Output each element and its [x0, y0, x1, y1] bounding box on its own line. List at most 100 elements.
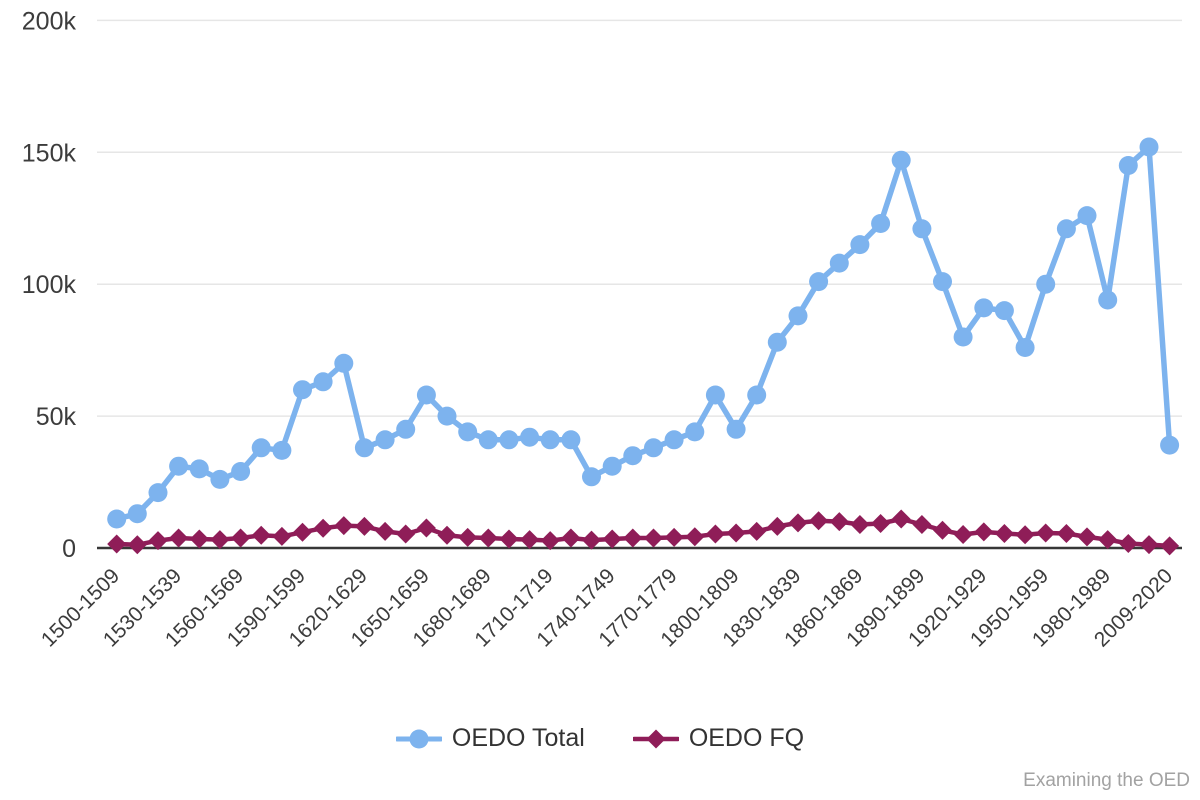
data-point-diamond[interactable]	[767, 516, 787, 536]
data-point-circle[interactable]	[520, 427, 540, 447]
data-point-diamond[interactable]	[107, 534, 127, 554]
data-point-diamond[interactable]	[396, 524, 416, 544]
data-point-diamond[interactable]	[664, 527, 684, 547]
data-point-circle[interactable]	[210, 469, 230, 489]
data-point-diamond[interactable]	[561, 528, 581, 548]
data-point-diamond[interactable]	[520, 530, 540, 550]
data-point-diamond[interactable]	[912, 515, 932, 534]
data-point-circle[interactable]	[334, 353, 354, 373]
data-point-circle[interactable]	[767, 332, 787, 352]
data-point-circle[interactable]	[561, 430, 581, 450]
data-point-circle[interactable]	[499, 430, 519, 450]
data-point-diamond[interactable]	[891, 509, 911, 529]
data-point-diamond[interactable]	[726, 523, 746, 543]
data-point-circle[interactable]	[1077, 206, 1097, 226]
data-point-diamond[interactable]	[705, 524, 725, 544]
data-point-circle[interactable]	[994, 301, 1014, 321]
data-point-circle[interactable]	[891, 150, 911, 170]
data-point-circle[interactable]	[107, 509, 127, 529]
data-point-circle[interactable]	[478, 430, 498, 450]
data-point-circle[interactable]	[396, 419, 416, 439]
data-point-diamond[interactable]	[148, 531, 168, 551]
data-point-circle[interactable]	[1056, 219, 1076, 239]
data-point-circle[interactable]	[685, 422, 705, 442]
data-point-diamond[interactable]	[437, 525, 457, 545]
data-point-diamond[interactable]	[458, 527, 478, 547]
data-point-diamond[interactable]	[354, 516, 374, 536]
data-point-circle[interactable]	[354, 438, 374, 458]
data-point-circle[interactable]	[231, 462, 251, 481]
data-point-circle[interactable]	[871, 214, 891, 233]
data-point-circle[interactable]	[788, 306, 808, 326]
data-point-diamond[interactable]	[189, 529, 209, 549]
data-point-circle[interactable]	[251, 438, 271, 458]
data-point-diamond[interactable]	[809, 511, 829, 531]
data-point-circle[interactable]	[1015, 338, 1035, 357]
data-point-diamond[interactable]	[375, 521, 395, 541]
data-point-circle[interactable]	[169, 456, 189, 476]
data-point-circle[interactable]	[829, 253, 849, 273]
data-point-diamond[interactable]	[829, 512, 849, 532]
data-point-diamond[interactable]	[953, 525, 973, 544]
data-point-diamond[interactable]	[499, 529, 519, 549]
data-point-circle[interactable]	[458, 422, 478, 442]
data-point-diamond[interactable]	[1015, 525, 1035, 545]
data-point-circle[interactable]	[809, 272, 829, 292]
legend-item-oedo-fq[interactable]: OEDO FQ	[632, 724, 804, 753]
data-point-diamond[interactable]	[540, 531, 560, 551]
data-point-circle[interactable]	[1036, 274, 1056, 294]
data-point-diamond[interactable]	[994, 524, 1014, 543]
data-point-circle[interactable]	[850, 235, 870, 255]
data-point-diamond[interactable]	[416, 518, 436, 538]
data-point-diamond[interactable]	[1036, 523, 1056, 543]
data-point-circle[interactable]	[127, 504, 147, 524]
data-point-circle[interactable]	[953, 327, 973, 347]
data-point-circle[interactable]	[933, 272, 952, 292]
data-point-circle[interactable]	[272, 440, 292, 460]
data-point-circle[interactable]	[293, 380, 312, 400]
data-point-diamond[interactable]	[1118, 534, 1138, 553]
data-point-diamond[interactable]	[788, 513, 808, 533]
data-point-diamond[interactable]	[1098, 530, 1118, 550]
data-point-circle[interactable]	[974, 298, 994, 318]
data-point-diamond[interactable]	[685, 527, 705, 547]
data-point-circle[interactable]	[623, 446, 643, 466]
data-point-diamond[interactable]	[747, 521, 767, 541]
data-point-diamond[interactable]	[231, 528, 251, 548]
data-point-circle[interactable]	[1118, 156, 1138, 175]
data-point-circle[interactable]	[148, 483, 168, 503]
data-point-diamond[interactable]	[582, 530, 601, 550]
legend-item-oedo-total[interactable]: OEDO Total	[395, 724, 585, 753]
data-point-circle[interactable]	[375, 430, 395, 450]
data-point-diamond[interactable]	[1077, 527, 1097, 547]
data-point-circle[interactable]	[602, 456, 622, 476]
data-point-diamond[interactable]	[169, 528, 189, 548]
data-point-circle[interactable]	[1160, 435, 1180, 455]
data-point-circle[interactable]	[416, 385, 436, 405]
data-point-circle[interactable]	[664, 430, 684, 450]
data-point-diamond[interactable]	[1139, 535, 1159, 555]
data-point-circle[interactable]	[189, 459, 209, 479]
data-point-diamond[interactable]	[272, 526, 292, 546]
data-point-circle[interactable]	[726, 419, 746, 439]
data-point-diamond[interactable]	[210, 530, 230, 550]
data-point-diamond[interactable]	[602, 529, 622, 549]
data-point-circle[interactable]	[540, 430, 560, 450]
data-point-diamond[interactable]	[850, 515, 870, 534]
data-point-diamond[interactable]	[1056, 524, 1076, 543]
data-point-diamond[interactable]	[334, 516, 354, 536]
data-point-diamond[interactable]	[251, 525, 271, 545]
data-point-circle[interactable]	[582, 467, 601, 487]
data-point-circle[interactable]	[747, 385, 767, 405]
data-point-circle[interactable]	[437, 406, 457, 426]
data-point-diamond[interactable]	[623, 528, 643, 548]
data-point-diamond[interactable]	[974, 522, 994, 542]
data-point-diamond[interactable]	[933, 520, 952, 540]
data-point-diamond[interactable]	[1160, 536, 1180, 556]
data-point-circle[interactable]	[644, 438, 663, 458]
data-point-diamond[interactable]	[644, 528, 663, 548]
data-point-circle[interactable]	[705, 385, 725, 405]
data-point-diamond[interactable]	[478, 528, 498, 548]
data-point-diamond[interactable]	[871, 514, 891, 533]
data-point-circle[interactable]	[313, 372, 333, 392]
